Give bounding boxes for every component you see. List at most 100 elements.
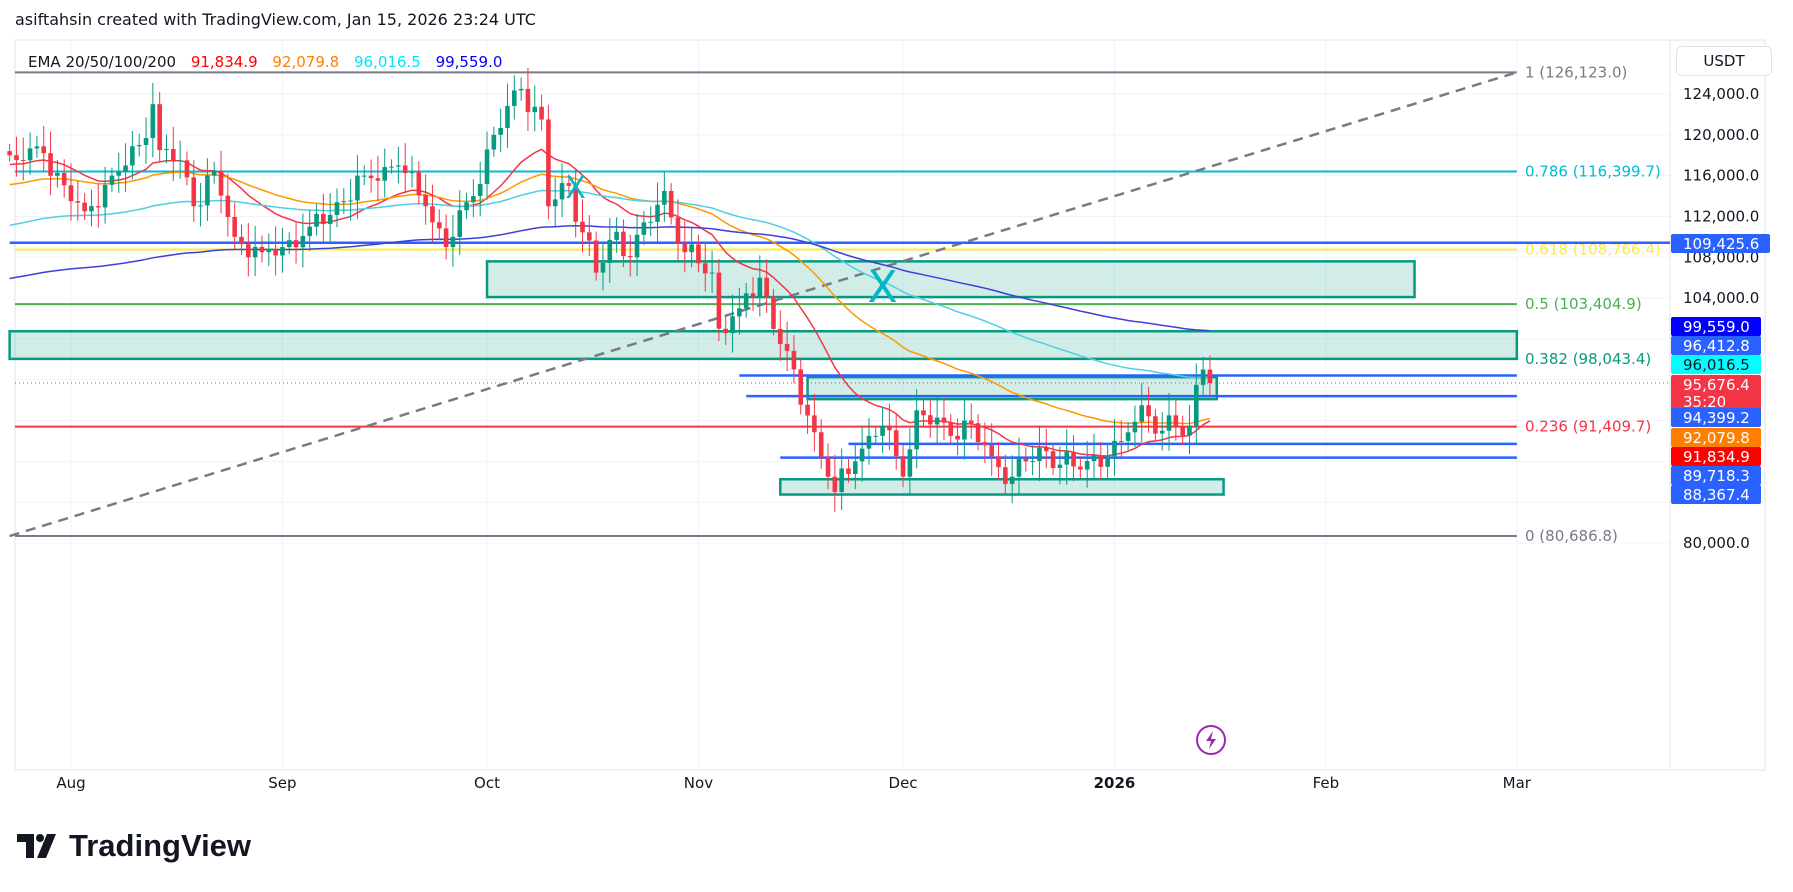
candle-body	[853, 461, 858, 474]
candle-body	[764, 277, 769, 297]
fib-level-label: 0.236 (91,409.7)	[1525, 418, 1651, 436]
candle-body	[866, 435, 872, 449]
candle-body	[205, 175, 210, 206]
y-tick-label: 112,000.0	[1683, 207, 1759, 225]
candle-body	[873, 435, 879, 437]
candle-body	[805, 404, 810, 416]
fib-level-label: 0 (80,686.8)	[1525, 527, 1618, 545]
price-axis-label: 91,834.9	[1683, 448, 1750, 466]
candle-body	[1105, 456, 1110, 467]
tradingview-logo[interactable]: TradingView	[17, 828, 251, 864]
candle-body	[593, 240, 599, 273]
candle-body	[900, 456, 906, 477]
candle-body	[566, 183, 572, 186]
fib-level-label: 1 (126,123.0)	[1525, 63, 1627, 81]
candle-body	[1159, 430, 1165, 434]
candle-body	[539, 106, 544, 120]
support-resistance-zone	[779, 477, 1225, 496]
candle-body	[409, 172, 415, 174]
candle-body	[300, 236, 306, 248]
attribution: asiftahsin created with TradingView.com,…	[15, 10, 536, 29]
fib-trendline	[9, 71, 1518, 538]
candle-body	[177, 160, 183, 162]
candle-body	[273, 248, 278, 256]
ema50-value: 92,079.8	[272, 53, 340, 71]
candle-body	[136, 145, 142, 147]
candle-body	[27, 148, 33, 161]
price-axis-label: 96,412.8	[1683, 337, 1750, 355]
price-axis-label-bg	[1671, 355, 1761, 374]
x-marker: X	[565, 171, 586, 206]
price-axis-label-bg	[1671, 447, 1761, 466]
candle-body	[580, 221, 585, 233]
y-tick-label: 124,000.0	[1683, 85, 1759, 103]
x-tick-label: 2026	[1094, 774, 1136, 792]
x-tick-label: Dec	[889, 774, 918, 792]
candle-body	[546, 119, 551, 207]
candle-body	[627, 256, 633, 258]
ema200-value: 99,559.0	[435, 53, 503, 71]
candle-body	[934, 417, 940, 425]
candle-body	[1112, 440, 1117, 457]
candle-body	[211, 170, 217, 176]
candle-body	[171, 148, 176, 162]
candle-body	[402, 165, 408, 174]
candle-body	[464, 202, 469, 211]
candle-body	[1016, 458, 1022, 477]
candle-body	[191, 177, 197, 207]
x-tick-label: Nov	[684, 774, 713, 792]
candle-body	[1200, 369, 1206, 385]
price-axis-label-bg	[1671, 466, 1761, 485]
candle-body	[600, 262, 606, 273]
candle-body	[1194, 384, 1199, 426]
candle-body	[1118, 440, 1124, 442]
candle-body	[989, 445, 994, 457]
price-axis-label-bg	[1671, 336, 1761, 355]
price-axis-label: 94,399.2	[1683, 409, 1750, 427]
candle-body	[771, 296, 776, 329]
candle-body	[150, 104, 156, 139]
candle-body	[996, 456, 1001, 468]
candle-body	[389, 166, 394, 168]
candle-body	[375, 178, 381, 181]
candle-body	[280, 247, 285, 256]
candle-body	[859, 448, 865, 462]
candle-body	[184, 160, 190, 178]
price-axis-label: 96,016.5	[1683, 356, 1750, 374]
candle-body	[832, 476, 838, 492]
candle-body	[471, 196, 476, 203]
candle-body	[968, 420, 974, 424]
candle-body	[818, 432, 824, 458]
candle-body	[1078, 466, 1083, 470]
candle-body	[1037, 447, 1042, 462]
candle-body	[634, 234, 640, 258]
candle-body	[1139, 405, 1145, 422]
candle-body	[723, 328, 729, 334]
tradingview-logo-icon	[17, 834, 56, 858]
fib-level-label: 0.5 (103,404.9)	[1525, 295, 1642, 313]
candle-body	[1146, 405, 1151, 417]
ema-legend[interactable]: EMA 20/50/100/200 91,834.9 92,079.8 96,0…	[28, 53, 512, 71]
candle-body	[846, 468, 851, 474]
currency-button[interactable]: USDT	[1676, 46, 1772, 76]
candle-body	[89, 206, 94, 212]
price-axis-label-bg	[1671, 428, 1761, 447]
candle-body	[505, 105, 510, 128]
candle-body	[102, 184, 108, 208]
candle-body	[491, 134, 497, 150]
price-axis-label-bg	[1671, 234, 1770, 253]
candle-body	[689, 244, 694, 253]
candle-body	[559, 183, 565, 200]
candle-body	[1180, 426, 1185, 436]
fib-level-label: 0.786 (116,399.7)	[1525, 163, 1661, 181]
candle-body	[1091, 455, 1097, 462]
candle-body	[327, 214, 333, 225]
candle-body	[1043, 447, 1049, 452]
candle-body	[975, 423, 981, 443]
candle-body	[648, 221, 653, 223]
candle-body	[416, 172, 422, 196]
candle-body	[737, 308, 742, 317]
price-axis-label: 88,367.4	[1683, 486, 1750, 504]
ema-legend-label: EMA 20/50/100/200	[28, 53, 177, 71]
